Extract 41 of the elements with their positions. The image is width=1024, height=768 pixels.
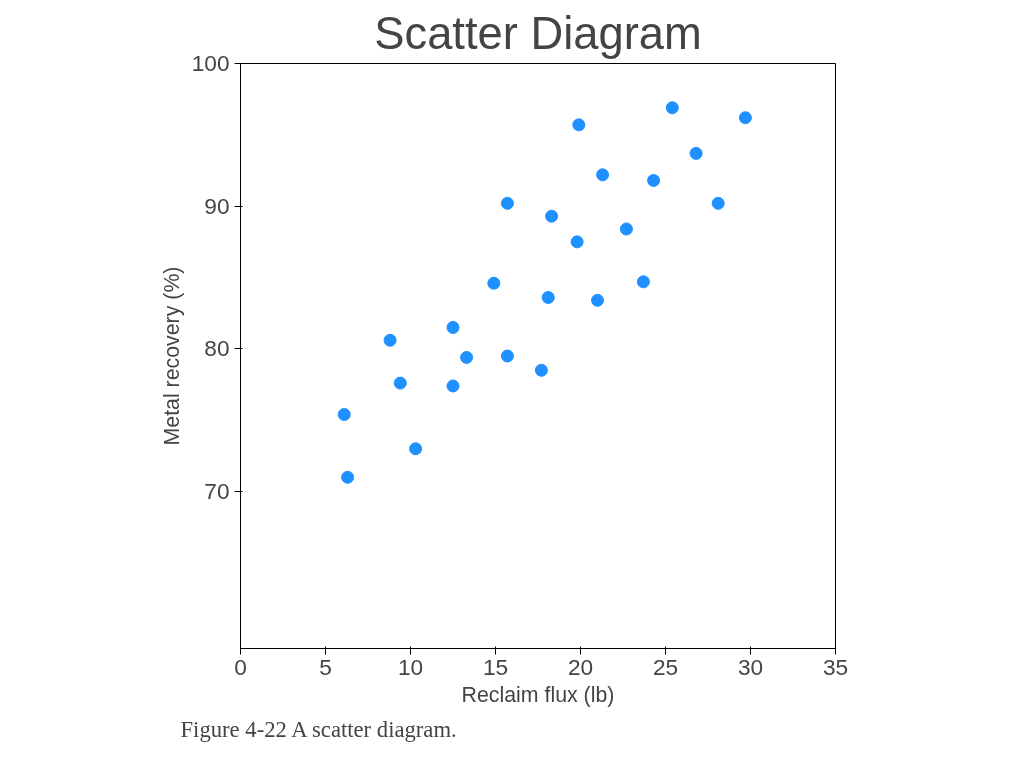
y-tick-label: 70 (204, 478, 230, 505)
point (534, 363, 548, 377)
x-tick-label: 15 (482, 653, 509, 680)
y-axis-title: Metal recovery (%) (159, 266, 184, 446)
point (341, 470, 355, 484)
point (337, 408, 351, 421)
point (711, 196, 725, 210)
point (591, 293, 604, 307)
x-axis-title: Reclaim flux (lb) (461, 682, 615, 707)
y-tick-label: 100 (191, 50, 230, 76)
point (596, 168, 610, 182)
point (446, 320, 460, 334)
caption: Figure 4-22 A scatter diagram. (180, 716, 457, 742)
point (541, 291, 555, 304)
x-tick-label: 10 (397, 653, 424, 680)
x-tick-label: 20 (567, 653, 594, 680)
point (383, 333, 397, 347)
x-tick-label: 30 (737, 653, 764, 680)
point (409, 442, 423, 456)
x-tick-label: 0 (234, 653, 247, 680)
point (619, 222, 633, 236)
point (393, 376, 407, 390)
point (500, 349, 514, 363)
point (545, 209, 559, 223)
x-tick-label: 25 (652, 653, 679, 680)
chart-title: Scatter Diagram (374, 7, 702, 59)
y-tick-label: 90 (204, 192, 230, 219)
point (647, 174, 661, 187)
point (446, 379, 460, 393)
point (460, 350, 474, 364)
point (689, 146, 703, 160)
point (665, 101, 679, 115)
point (738, 111, 752, 125)
point (500, 196, 514, 210)
point (572, 118, 586, 132)
point (487, 276, 501, 290)
x-tick-label: 35 (822, 653, 849, 680)
point (570, 235, 584, 249)
x-tick-label: 5 (319, 653, 332, 680)
y-tick-label: 80 (204, 335, 230, 362)
point (636, 275, 650, 289)
